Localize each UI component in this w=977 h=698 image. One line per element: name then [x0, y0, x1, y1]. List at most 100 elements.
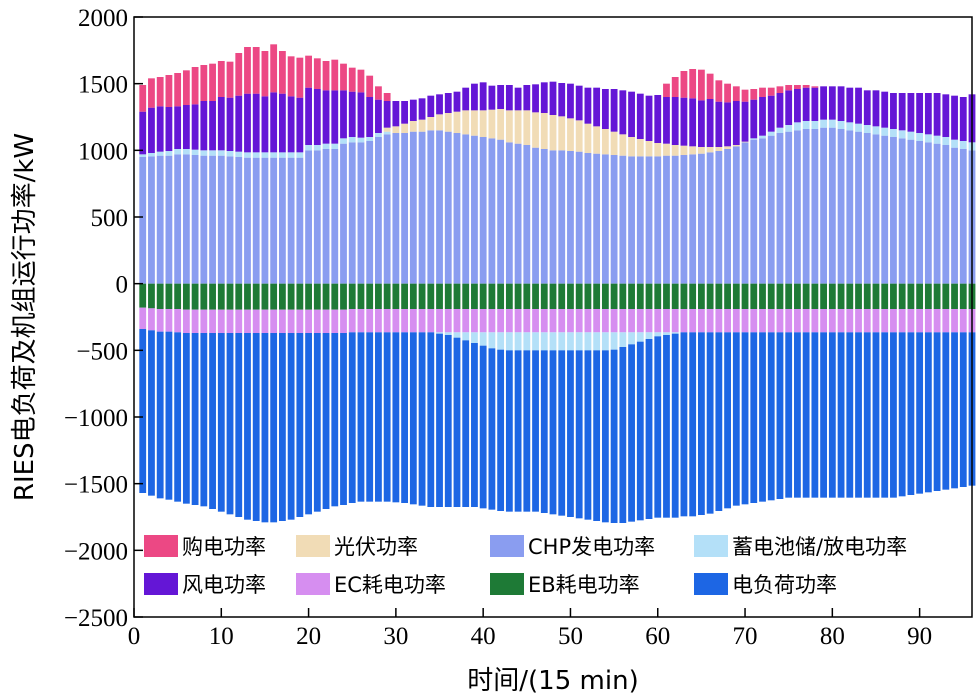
- bar-segment: [505, 283, 513, 309]
- bar-segment: [610, 309, 618, 333]
- bar-segment: [148, 330, 155, 496]
- bar-segment: [182, 283, 190, 310]
- bar-segment: [898, 130, 906, 139]
- bar-segment: [567, 283, 574, 309]
- bar-segment: [252, 309, 260, 333]
- bar-segment: [558, 116, 566, 151]
- bar-segment: [750, 283, 758, 309]
- bar-segment: [148, 156, 155, 284]
- bar-segment: [855, 131, 862, 284]
- bar-segment: [959, 97, 967, 141]
- bar-segment: [479, 82, 487, 111]
- bar-segment: [802, 332, 810, 498]
- bar-segment: [951, 95, 958, 140]
- bar-segment: [505, 142, 513, 284]
- bar-segment: [584, 350, 592, 520]
- bar-segment: [226, 61, 234, 98]
- bar-segment: [427, 130, 435, 284]
- bar-segment: [409, 99, 417, 121]
- bar-segment: [340, 143, 347, 284]
- bar-segment: [244, 93, 251, 153]
- bar-segment: [863, 283, 871, 309]
- bar-segment: [549, 115, 557, 151]
- bar-segment: [715, 332, 723, 511]
- bar-segment: [471, 110, 478, 136]
- bar-segment: [890, 129, 897, 137]
- bar-segment: [811, 121, 819, 129]
- bar-segment: [863, 90, 871, 125]
- bar-segment: [837, 129, 845, 284]
- bar-segment: [305, 145, 312, 151]
- bar-segment: [767, 95, 775, 132]
- bar-segment: [863, 309, 871, 333]
- bar-segment: [540, 113, 548, 149]
- bar-segment: [209, 63, 216, 101]
- bar-segment: [811, 86, 819, 88]
- bar-segment: [488, 109, 496, 139]
- bar-segment: [724, 102, 731, 147]
- bar-segment: [313, 333, 321, 512]
- bar-segment: [697, 153, 705, 284]
- bar-segment: [916, 309, 924, 333]
- bar-segment: [846, 332, 854, 498]
- bar-segment: [174, 73, 182, 107]
- bar-segment: [148, 78, 155, 108]
- bar-segment: [331, 309, 339, 333]
- bar-segment: [409, 283, 417, 309]
- bar-segment: [689, 309, 697, 333]
- bar-segment: [959, 141, 967, 149]
- bar-segment: [951, 147, 958, 284]
- bar-segment: [916, 93, 924, 133]
- bar-segment: [959, 309, 967, 333]
- bar-segment: [846, 87, 854, 123]
- bar-segment: [575, 151, 583, 284]
- bar-segment: [296, 157, 304, 284]
- bar-segment: [689, 98, 697, 147]
- bar-segment: [191, 283, 199, 310]
- bar-segment: [872, 134, 880, 284]
- bar-segment: [331, 283, 339, 310]
- bar-segment: [497, 283, 505, 309]
- bar-segment: [270, 157, 278, 284]
- bar-segment: [182, 70, 190, 105]
- bar-segment: [401, 332, 409, 503]
- bar-segment: [741, 142, 749, 284]
- bar-segment: [558, 309, 566, 333]
- bar-segment: [820, 119, 828, 128]
- bar-segment: [828, 86, 836, 120]
- y-tick-label: 500: [91, 205, 129, 232]
- bar-segment: [654, 332, 662, 337]
- bar-segment: [488, 348, 496, 510]
- bar-segment: [436, 283, 443, 309]
- bar-segment: [654, 283, 662, 309]
- bar-segment: [235, 283, 243, 310]
- bar-segment: [741, 309, 749, 333]
- bar-segment: [628, 332, 635, 345]
- bar-segment: [505, 110, 513, 143]
- legend-swatch: [694, 573, 728, 595]
- bar-segment: [584, 153, 592, 284]
- bar-segment: [226, 97, 234, 151]
- bar-segment: [235, 95, 243, 152]
- bar-segment: [872, 126, 880, 135]
- bar-segment: [444, 131, 452, 284]
- bar-segment: [191, 67, 199, 105]
- bar-segment: [802, 129, 810, 284]
- bar-segment: [331, 59, 339, 91]
- bar-segment: [863, 332, 871, 498]
- bar-segment: [759, 309, 766, 333]
- bar-segment: [444, 113, 452, 132]
- bar-segment: [881, 127, 889, 136]
- bar-segment: [540, 283, 548, 309]
- bar-segment: [759, 97, 766, 136]
- bar-segment: [523, 332, 531, 351]
- legend-label: 光伏功率: [334, 535, 418, 559]
- bar-segment: [471, 332, 478, 343]
- bar-segment: [636, 156, 644, 284]
- bar-segment: [532, 283, 539, 309]
- bar-segment: [357, 92, 365, 138]
- bar-segment: [479, 137, 487, 284]
- bar-segment: [165, 107, 173, 151]
- x-tick-label: 90: [907, 623, 932, 650]
- bar-segment: [261, 152, 269, 158]
